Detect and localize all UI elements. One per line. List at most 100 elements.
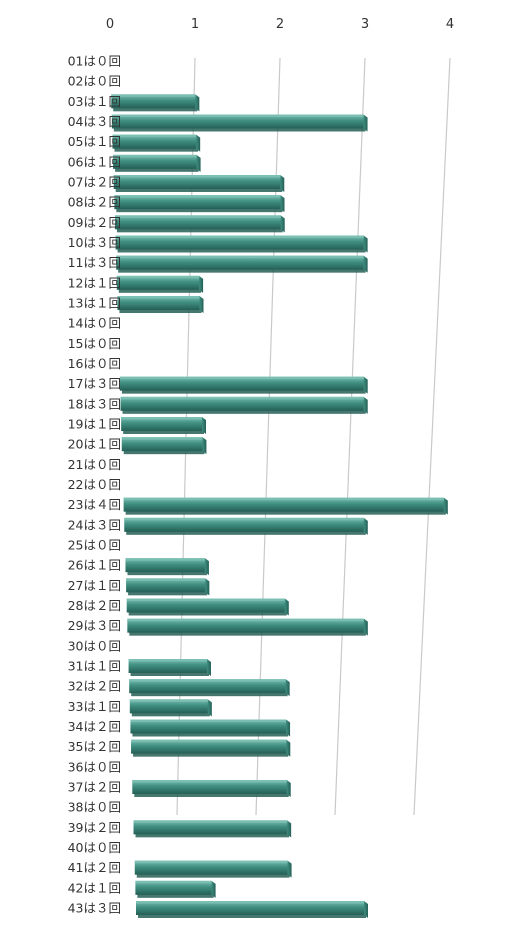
bar-end-cap (204, 558, 209, 576)
bar-end-cap (196, 134, 201, 152)
bar-end-cap (280, 215, 285, 233)
bar-highlight (127, 618, 364, 622)
bar-highlight (135, 880, 212, 884)
bar (133, 820, 292, 838)
bar-body (111, 94, 196, 109)
category-label: 02は０回 (68, 74, 121, 89)
bar (124, 517, 368, 535)
bar-end-cap (287, 820, 292, 838)
bar-highlight (116, 275, 200, 279)
category-label: 01は０回 (68, 54, 121, 69)
bar (111, 114, 368, 132)
bar (113, 175, 285, 192)
category-label: 12は１回 (68, 275, 121, 290)
bar-end-cap (363, 618, 368, 636)
bar (120, 396, 368, 414)
x-tick-label: 3 (361, 17, 369, 32)
gridlines (176, 57, 451, 816)
bar-body (114, 215, 281, 230)
bar-end-cap (207, 659, 211, 676)
bar-end-cap (364, 901, 368, 918)
category-label: 22は０回 (68, 477, 121, 492)
bar (114, 195, 285, 213)
bar (130, 719, 291, 737)
bar-end-cap (286, 780, 291, 797)
category-label: 34は２回 (68, 719, 121, 734)
bar (112, 134, 201, 152)
bar (126, 598, 289, 616)
category-label: 32は２回 (68, 679, 121, 694)
category-label: 26は１回 (68, 558, 121, 573)
category-label: 31は１回 (68, 659, 121, 674)
x-tick-label: 4 (446, 17, 454, 32)
bar-end-cap (286, 719, 291, 737)
bar (131, 739, 291, 757)
category-label: 05は１回 (68, 134, 121, 149)
bar-body (120, 396, 364, 411)
bar-body (121, 437, 203, 452)
bar-highlight (113, 154, 197, 158)
bar-end-cap (202, 417, 206, 434)
bar-end-cap (211, 880, 216, 898)
bar-body (134, 860, 288, 875)
bar (111, 94, 200, 112)
bars (111, 94, 448, 918)
bar-highlight (124, 517, 364, 521)
category-label: 18は３回 (68, 396, 121, 411)
bar (123, 497, 448, 515)
bar-highlight (132, 780, 287, 783)
bar-body (116, 255, 364, 270)
category-label: 10は３回 (68, 235, 121, 250)
bar-end-cap (205, 578, 210, 596)
category-label: 36は０回 (68, 759, 121, 774)
category-label: 19は１回 (68, 417, 121, 432)
bar-highlight (120, 396, 364, 400)
category-label: 06は１回 (68, 154, 121, 169)
category-label: 35は２回 (68, 739, 121, 754)
category-label: 25は０回 (68, 538, 121, 553)
bar-body (113, 175, 281, 189)
x-tick-label: 1 (191, 17, 199, 32)
bar-highlight (134, 860, 288, 864)
bar-body (136, 901, 364, 915)
bar-body (111, 114, 364, 129)
category-label: 04は３回 (68, 114, 121, 129)
category-label: 16は０回 (68, 356, 121, 371)
category-label: 21は０回 (68, 457, 121, 472)
bar-end-cap (363, 396, 368, 414)
category-label: 27は１回 (68, 578, 121, 593)
bar-body (127, 618, 364, 633)
bar-highlight (114, 195, 281, 198)
gridline-4 (413, 57, 451, 816)
bar-highlight (130, 719, 287, 722)
bar-highlight (121, 417, 202, 420)
bar-highlight (128, 659, 207, 662)
bar-end-cap (207, 699, 212, 717)
bar (129, 679, 290, 697)
bar-end-cap (285, 679, 290, 697)
bar (125, 558, 209, 576)
bar (117, 296, 204, 313)
bar (126, 578, 210, 596)
bar-highlight (136, 901, 364, 904)
bar (132, 780, 291, 797)
bar-body (135, 880, 212, 895)
bar-body (113, 154, 197, 169)
bar (128, 659, 211, 676)
category-label: 08は２回 (68, 195, 121, 210)
category-label: 03は１回 (68, 94, 121, 109)
bar-body (117, 296, 200, 310)
category-label: 39は２回 (68, 820, 121, 835)
bar-highlight (112, 134, 197, 138)
bar (134, 860, 292, 878)
bar-highlight (116, 255, 364, 259)
bar-body (121, 417, 202, 431)
bar-body (133, 820, 288, 835)
category-label: 17は３回 (68, 376, 121, 391)
bar-end-cap (363, 376, 368, 394)
bar (135, 880, 216, 898)
category-label: 33は１回 (68, 699, 121, 714)
category-label: 42は１回 (68, 880, 121, 895)
bar-body (114, 195, 281, 210)
bar-end-cap (284, 598, 289, 616)
